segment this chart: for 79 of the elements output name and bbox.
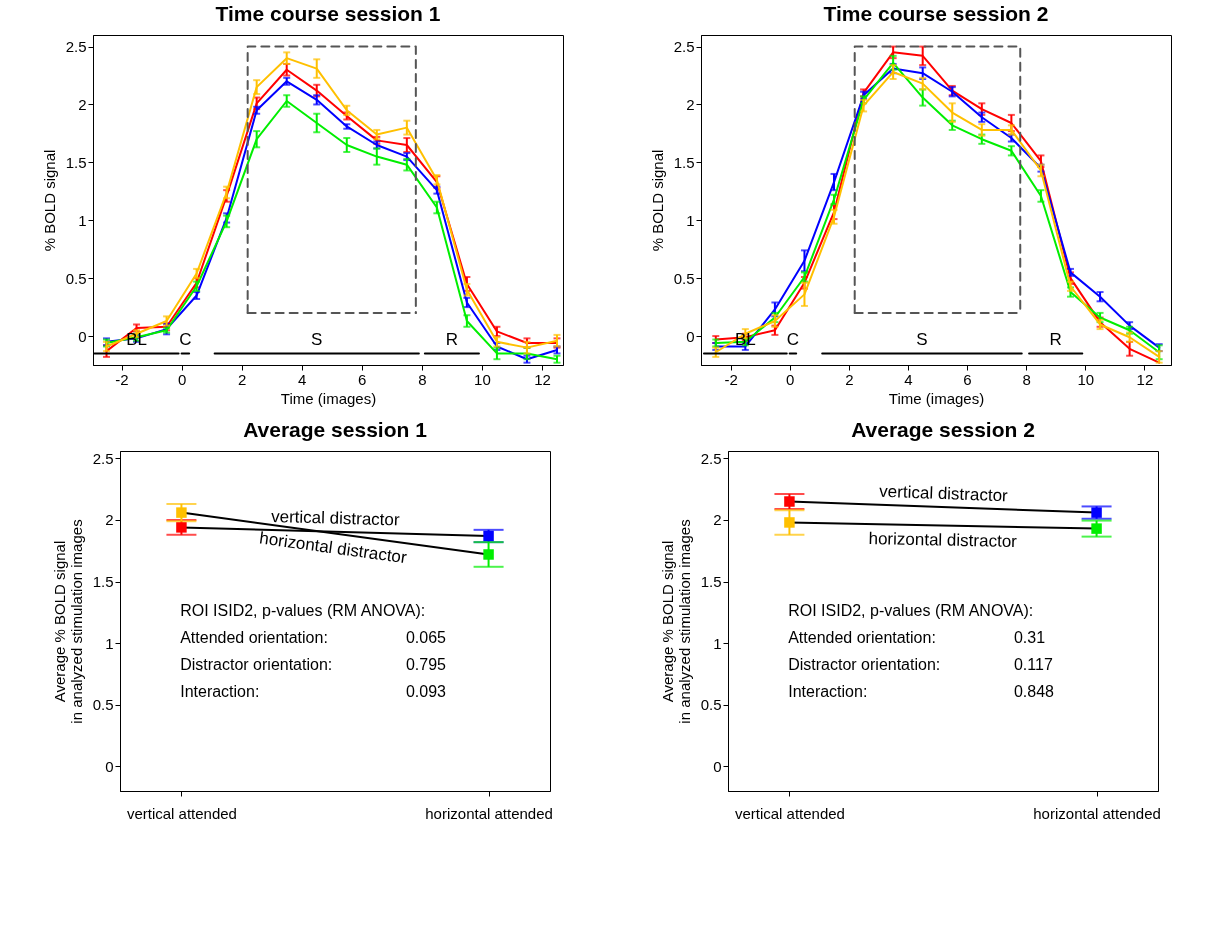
x-tick-label: 8 (1021, 370, 1031, 388)
series-label: vertical distractor (878, 481, 1008, 506)
y-tick-label: 1 (712, 634, 721, 652)
x-axis-title: Time (images) (280, 389, 376, 407)
chart-title: Time course session 1 (215, 2, 441, 25)
y-tick-label: 1.5 (65, 153, 86, 171)
annotation: ROI ISID2, p-values (RM ANOVA): (179, 601, 425, 619)
x-tick-label: 8 (417, 370, 427, 388)
y-tick-label: 0.5 (92, 696, 113, 714)
x-tick-label: 4 (297, 370, 306, 388)
y-axis-title: % BOLD signal (648, 149, 666, 252)
series-label: C (786, 330, 799, 350)
annotation: Attended orientation: (179, 629, 328, 646)
y-tick-label: 1 (104, 634, 113, 652)
annotation: Attended orientation: (787, 629, 936, 646)
y-tick-label: 0 (712, 757, 721, 775)
x-tick-label: -2 (723, 370, 738, 388)
y-tick-label: 1 (685, 211, 694, 229)
series-label: S (310, 330, 322, 350)
y-tick-label: 1 (77, 211, 86, 229)
series-label: vertical distractor (270, 506, 400, 530)
x-axis-title: Time (images) (888, 389, 984, 407)
y-tick-label: 1.5 (673, 153, 694, 171)
series-label: R (1049, 330, 1062, 350)
annotation: 0.093 (405, 683, 446, 701)
y-tick-label: 0 (104, 757, 113, 775)
x-tick-label: 0 (177, 370, 186, 388)
annotation: Interaction: (787, 683, 867, 701)
y-tick-label: 0.5 (65, 269, 86, 287)
series-label: C (178, 330, 191, 350)
y-axis-title: Average % BOLD signal in analyzed stimulation images (50, 519, 85, 724)
annotation: Interaction: (179, 683, 259, 701)
x-tick-label: horizontal attended (1032, 804, 1161, 822)
y-tick-label: 2 (104, 511, 113, 529)
y-tick-label: 0.5 (700, 696, 721, 714)
y-axis-title: % BOLD signal (40, 149, 58, 252)
y-tick-label: 1.5 (92, 573, 113, 591)
chart-title: Average session 2 (850, 418, 1035, 441)
x-tick-label: 2 (237, 370, 246, 388)
y-tick-label: 2.5 (673, 38, 694, 56)
series-label: horizontal distractor (867, 529, 1017, 552)
chart-title: Time course session 2 (823, 2, 1048, 25)
y-tick-label: 2.5 (65, 38, 86, 56)
y-tick-label: 2.5 (700, 449, 721, 467)
x-tick-label: vertical attended (126, 804, 237, 822)
x-tick-label: 10 (1076, 370, 1094, 388)
annotation: 0.795 (405, 656, 446, 674)
y-tick-label: 0 (685, 327, 694, 345)
legend-label: BL (734, 330, 756, 350)
text: horizontal distractor (257, 528, 408, 568)
x-tick-label: 6 (357, 370, 366, 388)
chart-title: Average session 1 (242, 418, 427, 441)
annotation: 0.848 (1013, 683, 1054, 701)
y-tick-label: 2 (77, 95, 86, 113)
y-tick-label: 2.5 (92, 449, 113, 467)
x-tick-label: 10 (473, 370, 491, 388)
annotation: 0.31 (1013, 629, 1045, 646)
y-tick-label: 1.5 (700, 573, 721, 591)
series-label: R (445, 330, 458, 350)
y-tick-label: 0.5 (673, 269, 694, 287)
annotation: 0.065 (405, 629, 446, 646)
y-tick-label: 2 (712, 511, 721, 529)
x-tick-label: -2 (114, 370, 129, 388)
x-tick-label: 12 (533, 370, 551, 388)
x-tick-label: 12 (1136, 370, 1153, 388)
x-tick-label: 2 (844, 370, 853, 388)
series-label: S (915, 330, 928, 350)
x-tick-label: 0 (785, 370, 794, 388)
x-tick-label: vertical attended (734, 804, 845, 822)
x-tick-label: 4 (903, 370, 913, 388)
annotation: ROI ISID2, p-values (RM ANOVA): (787, 601, 1033, 619)
y-tick-label: 2 (685, 95, 694, 113)
x-tick-label: horizontal attended (424, 804, 553, 822)
x-tick-label: 6 (962, 370, 972, 388)
annotation: Distractor orientation: (787, 656, 940, 674)
annotation: Distractor orientation: (179, 656, 332, 674)
annotation: 0.117 (1013, 656, 1053, 674)
y-tick-label: 0 (77, 327, 86, 345)
y-axis-title: Average % BOLD signal in analyzed stimulation images (658, 519, 693, 724)
